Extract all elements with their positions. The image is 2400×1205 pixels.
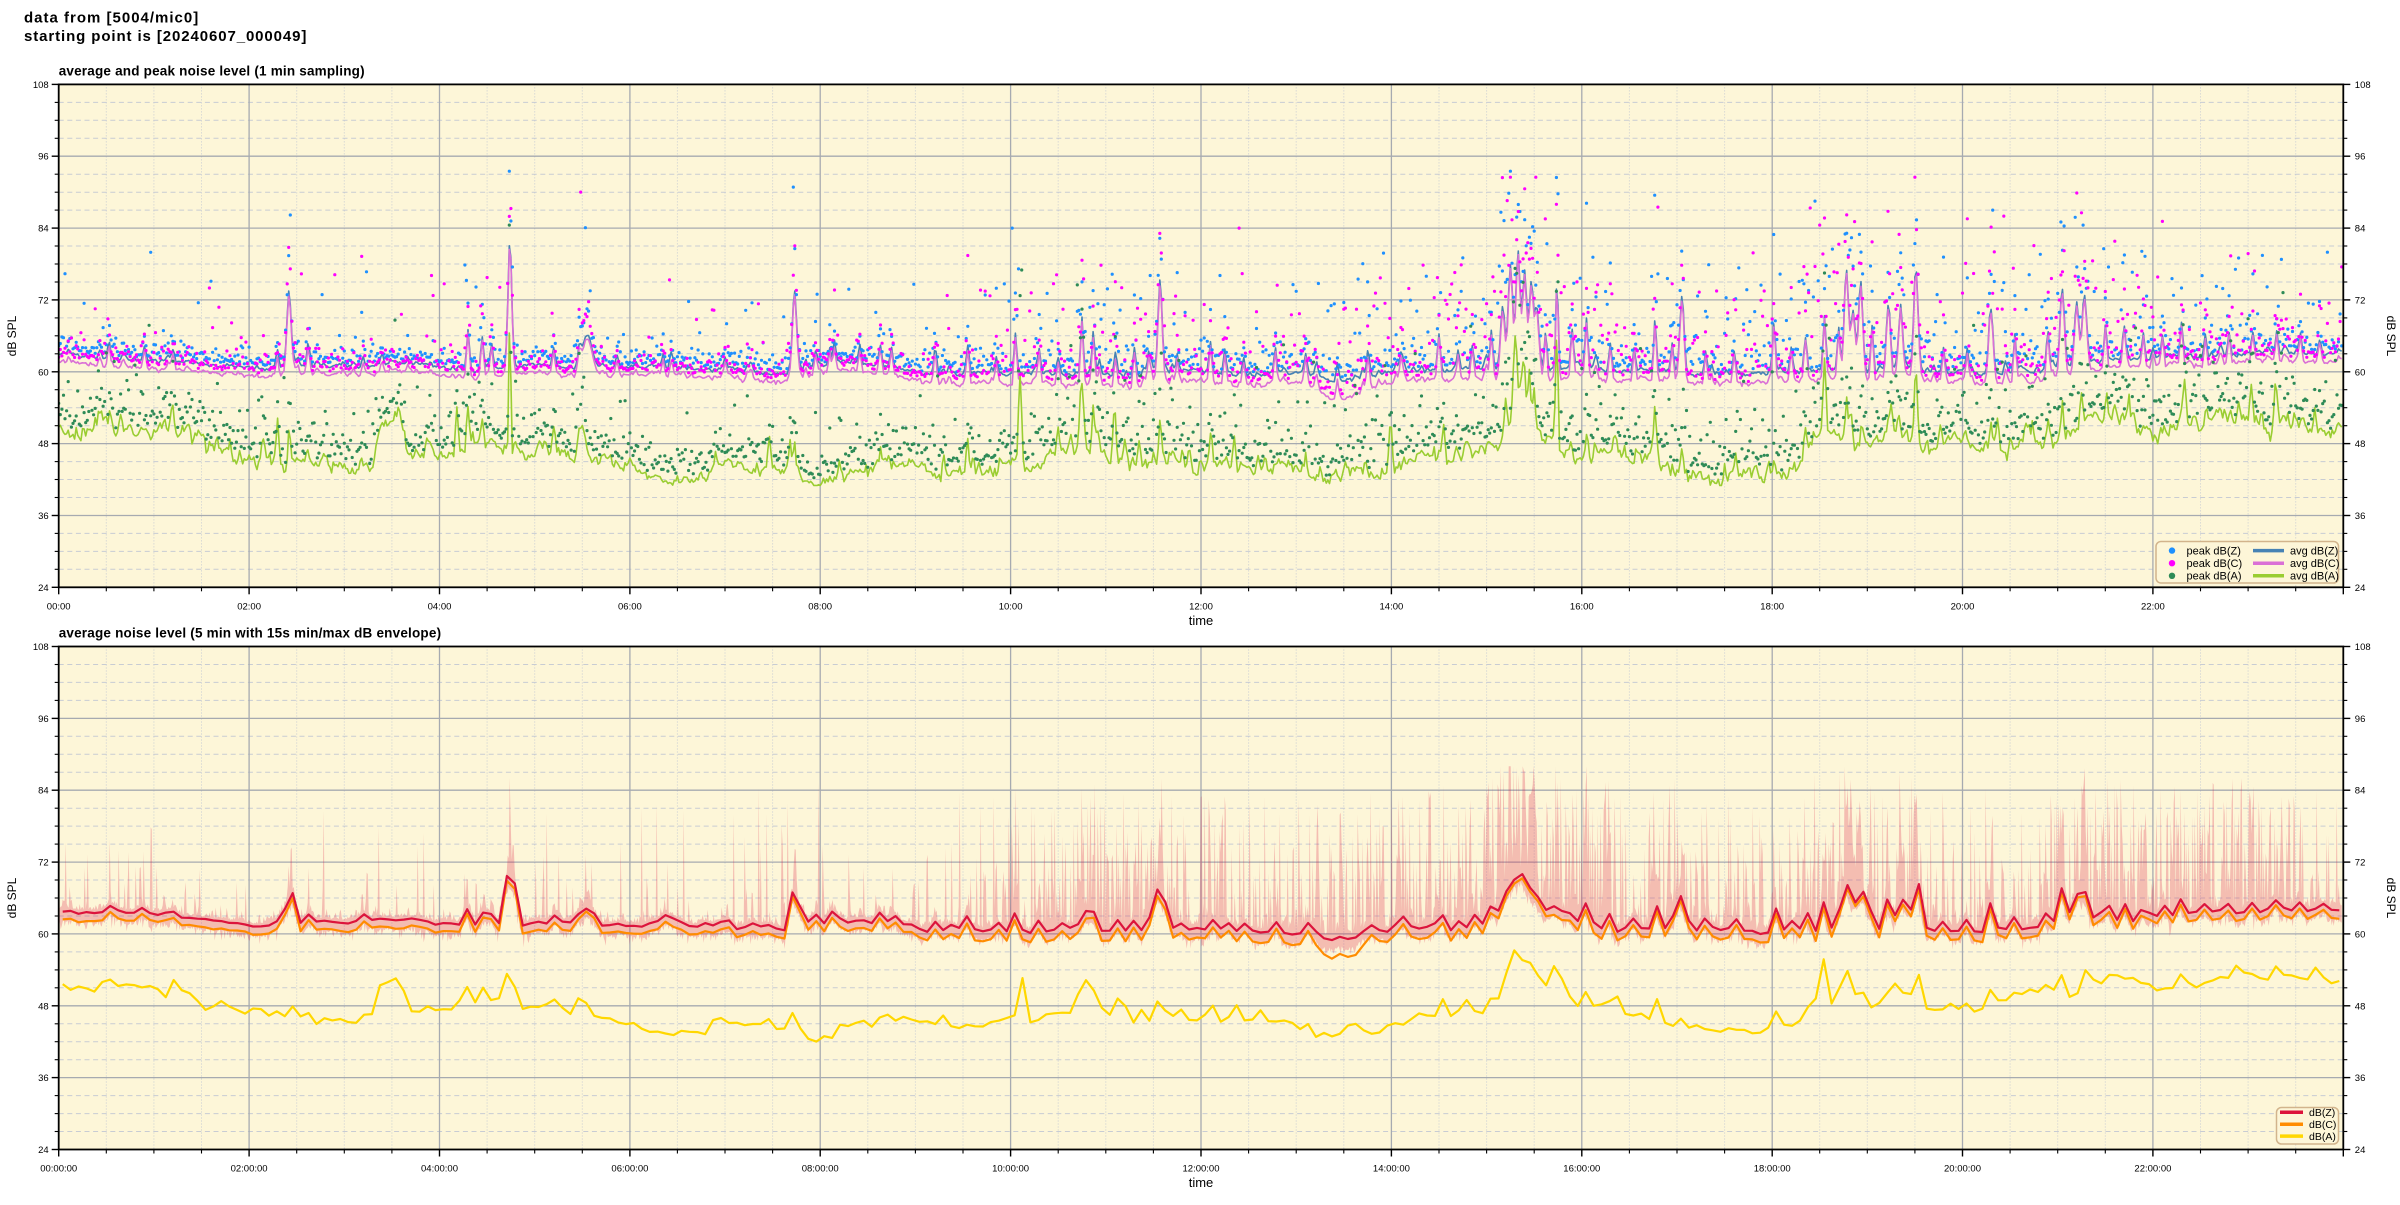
svg-text:16:00: 16:00 bbox=[1570, 601, 1594, 612]
svg-text:00:00: 00:00 bbox=[47, 601, 71, 612]
svg-text:06:00: 06:00 bbox=[618, 601, 642, 612]
svg-text:60: 60 bbox=[38, 367, 49, 378]
svg-text:96: 96 bbox=[2355, 714, 2366, 725]
svg-text:60: 60 bbox=[38, 929, 49, 940]
svg-text:peak dB(A): peak dB(A) bbox=[2187, 571, 2242, 583]
svg-text:60: 60 bbox=[2355, 367, 2366, 378]
svg-text:108: 108 bbox=[33, 80, 49, 91]
svg-text:dB(C): dB(C) bbox=[2309, 1119, 2336, 1131]
svg-text:peak dB(Z): peak dB(Z) bbox=[2187, 545, 2241, 557]
svg-text:data from [5004/mic0]: data from [5004/mic0] bbox=[24, 10, 199, 27]
svg-text:84: 84 bbox=[2355, 224, 2366, 235]
svg-text:12:00: 12:00 bbox=[1189, 601, 1213, 612]
svg-text:84: 84 bbox=[38, 224, 49, 235]
svg-text:08:00: 08:00 bbox=[808, 601, 832, 612]
svg-text:36: 36 bbox=[38, 511, 49, 522]
svg-text:04:00:00: 04:00:00 bbox=[421, 1164, 458, 1175]
svg-text:20:00: 20:00 bbox=[1951, 601, 1975, 612]
svg-text:12:00:00: 12:00:00 bbox=[1183, 1164, 1220, 1175]
svg-text:22:00:00: 22:00:00 bbox=[2134, 1164, 2171, 1175]
svg-text:peak dB(C): peak dB(C) bbox=[2187, 558, 2243, 570]
svg-text:14:00:00: 14:00:00 bbox=[1373, 1164, 1410, 1175]
svg-text:dB SPL: dB SPL bbox=[5, 315, 19, 356]
svg-text:60: 60 bbox=[2355, 929, 2366, 940]
svg-text:dB SPL: dB SPL bbox=[2384, 316, 2398, 357]
svg-text:starting point is [20240607_00: starting point is [20240607_000049] bbox=[24, 28, 307, 45]
svg-text:10:00: 10:00 bbox=[999, 601, 1023, 612]
svg-text:108: 108 bbox=[33, 642, 49, 653]
svg-text:time: time bbox=[1189, 1175, 1214, 1190]
svg-text:20:00:00: 20:00:00 bbox=[1944, 1164, 1981, 1175]
svg-text:avg dB(C): avg dB(C) bbox=[2290, 558, 2340, 570]
svg-text:08:00:00: 08:00:00 bbox=[802, 1164, 839, 1175]
svg-text:72: 72 bbox=[38, 295, 49, 306]
svg-text:02:00:00: 02:00:00 bbox=[231, 1164, 268, 1175]
svg-text:dB SPL: dB SPL bbox=[2384, 878, 2398, 919]
svg-text:36: 36 bbox=[38, 1073, 49, 1084]
svg-text:14:00: 14:00 bbox=[1380, 601, 1404, 612]
svg-text:84: 84 bbox=[38, 786, 49, 797]
svg-text:96: 96 bbox=[38, 152, 49, 163]
svg-text:48: 48 bbox=[38, 439, 49, 450]
svg-text:22:00: 22:00 bbox=[2141, 601, 2165, 612]
svg-text:24: 24 bbox=[2355, 1145, 2366, 1156]
svg-text:06:00:00: 06:00:00 bbox=[611, 1164, 648, 1175]
svg-text:72: 72 bbox=[38, 858, 49, 869]
svg-text:96: 96 bbox=[38, 714, 49, 725]
svg-text:96: 96 bbox=[2355, 152, 2366, 163]
svg-text:00:00:00: 00:00:00 bbox=[40, 1164, 77, 1175]
svg-text:24: 24 bbox=[38, 1145, 49, 1156]
svg-text:24: 24 bbox=[38, 583, 49, 594]
svg-text:84: 84 bbox=[2355, 786, 2366, 797]
svg-text:72: 72 bbox=[2355, 858, 2366, 869]
svg-text:dB SPL: dB SPL bbox=[5, 877, 19, 918]
svg-text:02:00: 02:00 bbox=[237, 601, 261, 612]
svg-text:24: 24 bbox=[2355, 583, 2366, 594]
svg-text:04:00: 04:00 bbox=[428, 601, 452, 612]
svg-text:10:00:00: 10:00:00 bbox=[992, 1164, 1029, 1175]
svg-text:72: 72 bbox=[2355, 295, 2366, 306]
svg-text:36: 36 bbox=[2355, 1073, 2366, 1084]
svg-text:108: 108 bbox=[2355, 642, 2371, 653]
svg-text:36: 36 bbox=[2355, 511, 2366, 522]
svg-text:108: 108 bbox=[2355, 80, 2371, 91]
svg-text:dB(Z): dB(Z) bbox=[2309, 1107, 2335, 1119]
svg-text:average and peak noise level (: average and peak noise level (1 min samp… bbox=[59, 64, 365, 79]
svg-text:48: 48 bbox=[2355, 1001, 2366, 1012]
svg-text:dB(A): dB(A) bbox=[2309, 1131, 2336, 1143]
svg-text:average noise level (5 min wit: average noise level (5 min with 15s min/… bbox=[59, 626, 442, 641]
svg-text:18:00: 18:00 bbox=[1760, 601, 1784, 612]
svg-text:avg dB(Z): avg dB(Z) bbox=[2290, 545, 2338, 557]
svg-text:48: 48 bbox=[2355, 439, 2366, 450]
svg-text:48: 48 bbox=[38, 1001, 49, 1012]
svg-text:16:00:00: 16:00:00 bbox=[1563, 1164, 1600, 1175]
svg-text:18:00:00: 18:00:00 bbox=[1754, 1164, 1791, 1175]
svg-text:avg dB(A): avg dB(A) bbox=[2290, 571, 2339, 583]
svg-text:time: time bbox=[1189, 613, 1214, 628]
